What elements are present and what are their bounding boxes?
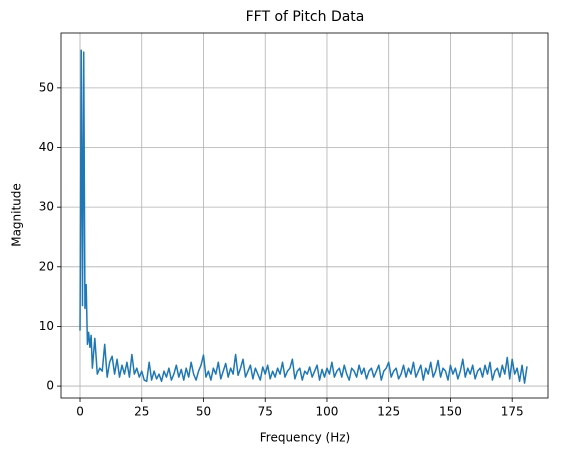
- x-tick-label: 25: [134, 405, 149, 419]
- x-tick-label: 50: [196, 405, 211, 419]
- x-tick-label: 175: [501, 405, 524, 419]
- x-tick-label: 150: [439, 405, 462, 419]
- plot-frame: [60, 32, 549, 399]
- y-tick-label: 20: [39, 259, 54, 273]
- y-tick-label: 10: [39, 319, 54, 333]
- x-tick-label: 0: [76, 405, 84, 419]
- y-tick-label: 40: [39, 140, 54, 154]
- y-axis-label: Magnitude: [10, 183, 24, 247]
- x-tick-label: 75: [258, 405, 273, 419]
- x-axis-label: Frequency (Hz): [260, 431, 351, 445]
- y-tick-label: 0: [46, 379, 54, 393]
- chart-title: FFT of Pitch Data: [246, 9, 365, 25]
- x-tick-label: 125: [377, 405, 400, 419]
- x-tick-label: 100: [316, 405, 339, 419]
- y-tick-label: 50: [39, 80, 54, 94]
- line-series: [79, 49, 528, 384]
- y-tick-label: 30: [39, 200, 54, 214]
